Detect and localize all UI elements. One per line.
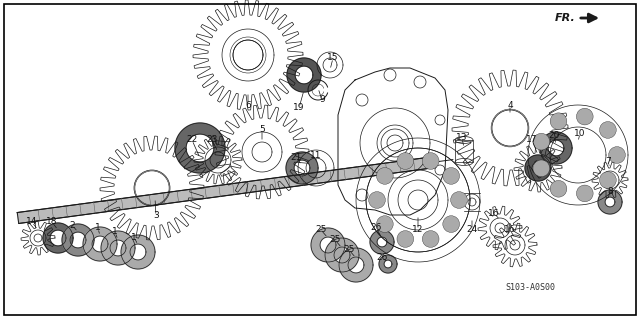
Text: FR.: FR. bbox=[556, 13, 576, 23]
Circle shape bbox=[376, 216, 393, 233]
Polygon shape bbox=[43, 223, 73, 253]
Polygon shape bbox=[62, 224, 94, 256]
Circle shape bbox=[422, 153, 439, 169]
Text: 7: 7 bbox=[605, 158, 611, 167]
Text: 25: 25 bbox=[316, 226, 326, 234]
Text: 11: 11 bbox=[310, 152, 322, 160]
Polygon shape bbox=[379, 255, 397, 273]
Text: 22: 22 bbox=[186, 136, 198, 145]
Circle shape bbox=[600, 172, 616, 189]
Circle shape bbox=[600, 122, 616, 138]
Circle shape bbox=[451, 192, 467, 208]
Text: 15: 15 bbox=[327, 54, 339, 63]
Polygon shape bbox=[286, 152, 318, 184]
Text: 1: 1 bbox=[131, 233, 137, 241]
Circle shape bbox=[397, 231, 413, 247]
Circle shape bbox=[533, 133, 550, 150]
Polygon shape bbox=[339, 248, 373, 282]
Text: 18: 18 bbox=[46, 218, 58, 226]
Text: 8: 8 bbox=[607, 188, 613, 197]
Polygon shape bbox=[325, 238, 359, 272]
Text: 3: 3 bbox=[153, 211, 159, 220]
Text: 17: 17 bbox=[526, 136, 538, 145]
Text: 25: 25 bbox=[343, 246, 355, 255]
Text: 1: 1 bbox=[95, 224, 101, 233]
Text: 20: 20 bbox=[548, 130, 560, 139]
Text: 6: 6 bbox=[245, 100, 251, 109]
FancyArrowPatch shape bbox=[580, 14, 596, 22]
Text: 16: 16 bbox=[504, 226, 516, 234]
FancyArrowPatch shape bbox=[580, 15, 595, 21]
Bar bbox=[455, 140, 473, 162]
Circle shape bbox=[577, 185, 593, 202]
Text: 23: 23 bbox=[206, 136, 218, 145]
Text: 25: 25 bbox=[330, 235, 340, 244]
Polygon shape bbox=[370, 230, 394, 254]
Polygon shape bbox=[175, 123, 225, 173]
Text: 26: 26 bbox=[376, 254, 388, 263]
Text: 1: 1 bbox=[112, 227, 118, 236]
Circle shape bbox=[422, 231, 439, 247]
Text: 14: 14 bbox=[26, 218, 38, 226]
Text: 21: 21 bbox=[291, 153, 301, 162]
Circle shape bbox=[397, 153, 413, 169]
Polygon shape bbox=[525, 155, 551, 181]
Text: 13: 13 bbox=[456, 133, 468, 143]
Text: S103-A0S00: S103-A0S00 bbox=[505, 284, 555, 293]
Polygon shape bbox=[598, 190, 622, 214]
Circle shape bbox=[376, 167, 393, 184]
Circle shape bbox=[609, 147, 625, 163]
Text: 4: 4 bbox=[507, 100, 513, 109]
Circle shape bbox=[369, 192, 385, 208]
Text: 9: 9 bbox=[319, 95, 325, 105]
Polygon shape bbox=[311, 228, 345, 262]
Text: 24: 24 bbox=[467, 226, 477, 234]
Polygon shape bbox=[83, 227, 117, 261]
Circle shape bbox=[443, 216, 460, 233]
Text: 19: 19 bbox=[293, 103, 305, 113]
Polygon shape bbox=[101, 231, 135, 265]
Text: 12: 12 bbox=[412, 226, 424, 234]
Polygon shape bbox=[17, 157, 436, 223]
Text: 10: 10 bbox=[574, 129, 586, 137]
Text: 2: 2 bbox=[69, 220, 75, 229]
Circle shape bbox=[443, 167, 460, 184]
Circle shape bbox=[550, 181, 567, 197]
Circle shape bbox=[550, 113, 567, 130]
Text: 5: 5 bbox=[259, 125, 265, 135]
Text: 26: 26 bbox=[371, 224, 381, 233]
Text: 16: 16 bbox=[488, 209, 500, 218]
Circle shape bbox=[533, 160, 550, 177]
Polygon shape bbox=[121, 235, 155, 269]
Circle shape bbox=[577, 108, 593, 125]
Polygon shape bbox=[287, 58, 321, 92]
Polygon shape bbox=[540, 132, 572, 164]
